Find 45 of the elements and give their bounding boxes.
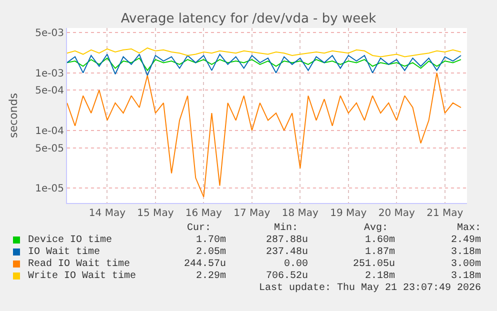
x-tick-label: 17 May <box>234 208 270 219</box>
line-series <box>67 72 462 198</box>
y-axis-title: seconds <box>6 92 20 138</box>
y-tick-label: 1e-05 <box>35 184 64 195</box>
y-tick-label: 1e-04 <box>35 126 64 137</box>
text: 1.70m <box>196 235 226 246</box>
legend-label: Write IO Wait time <box>28 270 136 282</box>
text: 706.52u <box>266 271 308 282</box>
x-tick-label: 20 May <box>378 208 416 219</box>
text: 287.88u <box>266 235 308 246</box>
text: 0.00 <box>284 259 308 270</box>
text: Avg: <box>364 223 388 234</box>
text: Last update: Thu May 21 23:07:49 2026 <box>259 282 482 294</box>
x-tick-label: 15 May <box>137 208 174 219</box>
y-tick-label: 5e-05 <box>35 143 64 154</box>
text: 237.48u <box>266 247 308 258</box>
x-tick-label: 14 May <box>88 208 126 219</box>
line-series <box>67 54 462 76</box>
x-tick-label: 18 May <box>282 208 319 219</box>
text: 3.18m <box>451 271 482 282</box>
x-tick-label: 16 May <box>185 208 222 219</box>
y-tick-label: 5e-03 <box>35 28 64 40</box>
text: Min: <box>274 222 298 234</box>
text: 244.57u <box>184 259 226 270</box>
x-tick-label: 19 May <box>330 208 367 219</box>
line-series <box>67 47 462 58</box>
x-tick-label: 21 May <box>426 208 464 219</box>
text: 3.00m <box>451 259 482 270</box>
legend-label: Device IO time <box>28 234 112 246</box>
text: 3.18m <box>451 247 482 258</box>
legend-label: IO Wait time <box>28 246 100 258</box>
y-tick-label: 5e-04 <box>35 86 64 97</box>
text: Max: <box>457 223 482 234</box>
text: 1.60m <box>365 235 396 246</box>
text: 2.05m <box>196 247 226 258</box>
text: 2.29m <box>196 271 226 282</box>
legend-label: Read IO Wait time <box>28 258 130 270</box>
text: 251.05u <box>353 259 396 270</box>
text: 2.18m <box>365 271 396 282</box>
y-tick-label: 1e-03 <box>35 68 64 80</box>
text: 1.87m <box>365 247 396 258</box>
text: 2.49m <box>451 235 482 246</box>
text: Cur: <box>187 223 212 234</box>
line-series <box>67 58 462 71</box>
chart-title: Average latency for /dev/vda - by week <box>120 12 377 27</box>
